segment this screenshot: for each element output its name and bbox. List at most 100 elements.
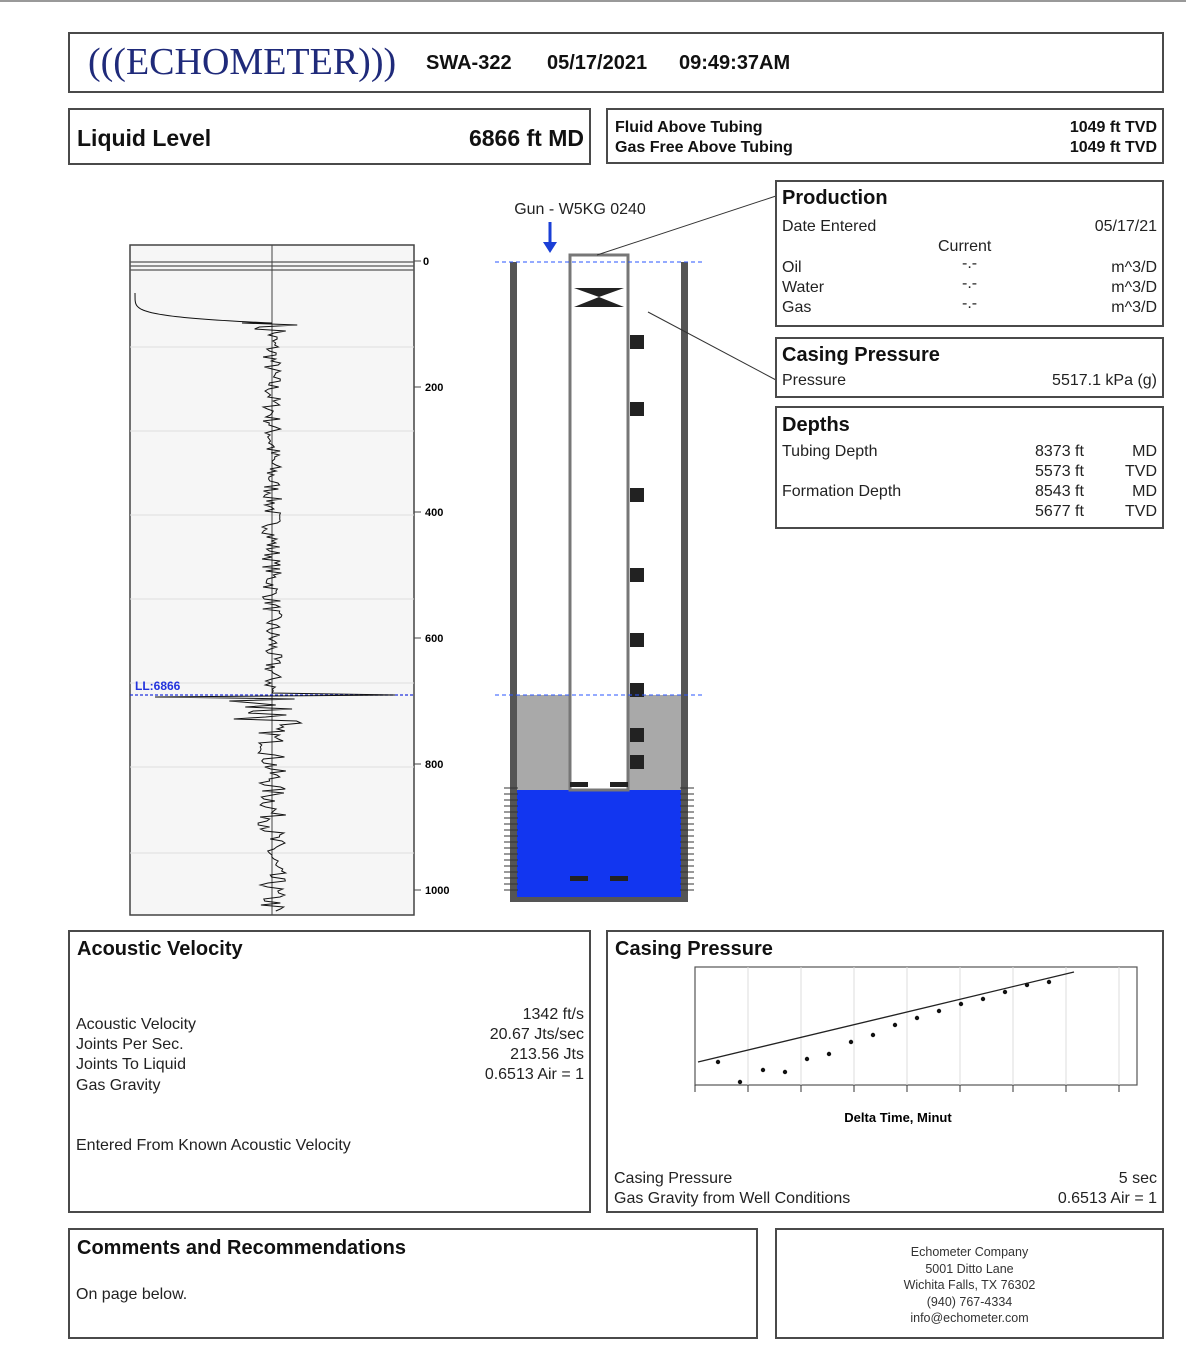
perforations: [504, 787, 694, 891]
address-line: Wichita Falls, TX 76302: [903, 1278, 1036, 1292]
depth-label: Formation Depth: [782, 483, 902, 500]
date-label: Date Entered: [782, 218, 877, 235]
blue-fluid: [516, 790, 682, 900]
casing-left: [510, 262, 517, 902]
well-name: SWA-322: [426, 52, 512, 74]
acoustic-title: Acoustic Velocity: [77, 938, 243, 960]
prod-value: -.-: [962, 275, 978, 292]
address-line: info@echometer.com: [910, 1311, 1029, 1325]
cp-point: [980, 996, 986, 1002]
fluid-label: Fluid Above Tubing: [615, 119, 763, 136]
cp-chart: Delta Time, Minut: [694, 966, 1138, 1125]
date-value: 05/17/21: [1094, 218, 1157, 235]
depth-label: 600: [425, 633, 443, 645]
cp-point: [1024, 982, 1030, 988]
acoustic-label: Acoustic Velocity: [76, 1016, 197, 1033]
tubing-markers: [570, 335, 644, 881]
pressure-label: Pressure: [782, 372, 847, 389]
cp-point: [936, 1008, 942, 1014]
tubing: [568, 253, 630, 792]
wellbore-diagram: Gun - W5KG 0240: [495, 201, 703, 902]
depth-label: 1000: [425, 885, 449, 897]
acoustic-box: Acoustic Velocity Acoustic Velocity Join…: [68, 930, 591, 1213]
cp-point: [848, 1039, 854, 1045]
depth-value: 8373 ft: [1035, 443, 1084, 460]
cp-chart-box: Casing Pressure Delta Time, Minut Casing…: [606, 930, 1164, 1213]
cp-point: [715, 1059, 721, 1065]
address-line: 5001 Ditto Lane: [925, 1261, 1014, 1276]
prod-value: -.-: [962, 255, 978, 272]
time: 09:49:37AM: [679, 52, 791, 74]
prod-unit: m^3/D: [1111, 259, 1157, 276]
ll-label: LL:6866: [135, 679, 181, 693]
prod-label: Water: [782, 279, 825, 296]
acoustic-value: 0.6513 Air = 1: [484, 1066, 584, 1083]
prod-value: -.-: [962, 295, 978, 312]
date: 05/17/2021: [547, 52, 648, 74]
gun-arrow-head: [543, 242, 557, 253]
depths-box: Depths Tubing Depth 8373 ft MD 5573 ft T…: [775, 406, 1164, 529]
acoustic-label: Joints Per Sec.: [76, 1036, 184, 1053]
casing-pressure-box: Casing Pressure Pressure 5517.1 kPa (g): [775, 337, 1164, 398]
depth-label: 200: [425, 382, 443, 394]
cp-point: [826, 1051, 832, 1057]
prod-unit: m^3/D: [1111, 279, 1157, 296]
comments-title: Comments and Recommendations: [77, 1237, 406, 1259]
depth-label: 400: [425, 507, 443, 519]
acoustic-label: Gas Gravity: [76, 1077, 161, 1094]
cp-point: [737, 1079, 743, 1085]
prod-unit: m^3/D: [1111, 299, 1157, 316]
cp-point: [958, 1001, 964, 1007]
packer: [574, 288, 624, 307]
cp-label: Gas Gravity from Well Conditions: [614, 1190, 851, 1207]
casing-bottom: [510, 897, 688, 902]
cp-value: 5 sec: [1118, 1170, 1157, 1187]
pressure-value: 5517.1 kPa (g): [1052, 372, 1157, 389]
depth-value: 5677 ft: [1035, 503, 1084, 520]
acoustic-label: Joints To Liquid: [76, 1056, 186, 1073]
comments-box: Comments and Recommendations On page bel…: [68, 1228, 758, 1339]
depth-unit: MD: [1132, 483, 1157, 500]
liquid-level-label: Liquid Level: [77, 125, 212, 151]
gun-label: Gun - W5KG 0240: [514, 201, 646, 218]
fluid-value: 1049 ft TVD: [1069, 119, 1157, 136]
current-label: Current: [938, 238, 992, 255]
cp-point: [804, 1056, 810, 1062]
acoustic-trace: 0 200 400 600 800 1000 LL:6866: [129, 244, 449, 916]
cp-point: [1002, 989, 1008, 995]
fluid-box: Fluid Above Tubing 1049 ft TVD Gas Free …: [606, 108, 1164, 164]
comments-text: On page below.: [76, 1286, 188, 1303]
address: Echometer Company 5001 Ditto Lane Wichit…: [777, 1244, 1162, 1327]
trace-line: [134, 292, 396, 912]
depth-unit: MD: [1132, 443, 1157, 460]
cp-point: [760, 1067, 766, 1073]
prod-label: Gas: [782, 299, 812, 316]
production-title: Production: [782, 187, 888, 209]
plot-area: [694, 966, 1138, 1086]
cp-value: 0.6513 Air = 1: [1057, 1190, 1157, 1207]
depth-ticks: [414, 260, 421, 891]
address-line: (940) 767-4334: [926, 1294, 1013, 1309]
depth-label: 800: [425, 759, 443, 771]
fluid-label: Gas Free Above Tubing: [615, 139, 793, 156]
depths-title: Depths: [782, 414, 850, 436]
acoustic-value: 1342 ft/s: [522, 1006, 584, 1023]
address-line: Echometer Company: [910, 1245, 1029, 1259]
prod-label: Oil: [782, 259, 802, 276]
depth-label: 0: [423, 256, 429, 268]
depth-unit: TVD: [1125, 503, 1157, 520]
depth-unit: TVD: [1125, 463, 1157, 480]
depth-label: Tubing Depth: [782, 443, 878, 460]
cp-point: [870, 1032, 876, 1038]
cp-point: [914, 1015, 920, 1021]
top-rule: [0, 0, 1186, 2]
casing-pressure-title: Casing Pressure: [782, 344, 940, 366]
acoustic-value: 213.56 Jts: [510, 1046, 584, 1063]
liquid-level-value: 6866 ft MD: [468, 125, 584, 151]
cp-fit: [697, 971, 1075, 1063]
header-box: (((ECHOMETER))) SWA-322 05/17/2021 09:49…: [68, 32, 1164, 93]
liquid-level-box: Liquid Level 6866 ft MD: [68, 108, 591, 165]
fluid-value: 1049 ft TVD: [1069, 139, 1157, 156]
cp-point: [782, 1069, 788, 1075]
